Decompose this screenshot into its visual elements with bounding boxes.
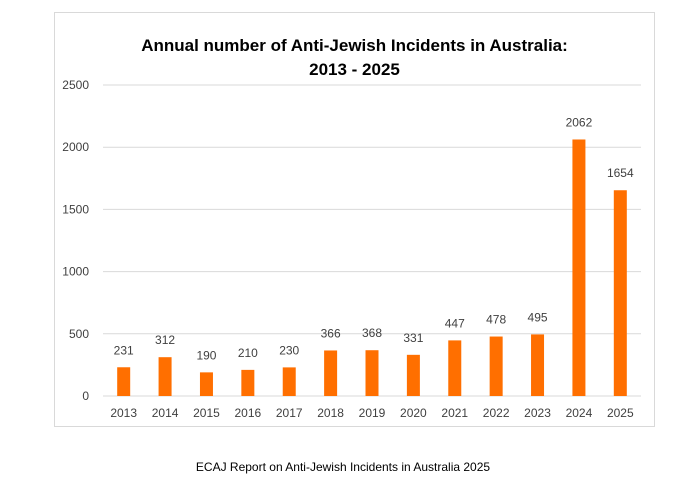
data-label: 331 bbox=[403, 331, 423, 345]
bar bbox=[613, 190, 627, 396]
x-tick-label: 2022 bbox=[483, 406, 510, 420]
x-tick-label: 2024 bbox=[566, 406, 593, 420]
data-label: 231 bbox=[114, 343, 134, 357]
chart-frame bbox=[54, 12, 655, 427]
y-tick-label: 0 bbox=[82, 389, 89, 403]
x-tick-label: 2020 bbox=[400, 406, 427, 420]
bar bbox=[324, 350, 338, 396]
data-label: 366 bbox=[321, 326, 341, 340]
x-tick-label: 2021 bbox=[441, 406, 468, 420]
bar bbox=[365, 350, 379, 396]
x-tick-label: 2019 bbox=[359, 406, 386, 420]
chart-title-line-1: Annual number of Anti-Jewish Incidents i… bbox=[141, 36, 568, 55]
y-tick-label: 2500 bbox=[62, 78, 89, 92]
x-tick-label: 2017 bbox=[276, 406, 303, 420]
bar bbox=[448, 340, 462, 396]
chart-title-line-2: 2013 - 2025 bbox=[309, 60, 400, 79]
bar bbox=[241, 369, 255, 396]
y-tick-label: 500 bbox=[69, 327, 89, 341]
bar bbox=[531, 334, 545, 396]
data-label: 312 bbox=[155, 333, 175, 347]
chart-title: Annual number of Anti-Jewish Incidents i… bbox=[54, 34, 655, 82]
bar bbox=[158, 357, 172, 396]
data-label: 1654 bbox=[607, 166, 634, 180]
x-tick-label: 2015 bbox=[193, 406, 220, 420]
bar bbox=[572, 139, 586, 397]
data-label: 368 bbox=[362, 326, 382, 340]
data-label: 447 bbox=[445, 316, 465, 330]
data-label: 2062 bbox=[566, 115, 593, 129]
bar bbox=[282, 367, 296, 396]
data-label: 210 bbox=[238, 346, 258, 360]
x-tick-label: 2018 bbox=[317, 406, 344, 420]
data-label: 190 bbox=[196, 348, 216, 362]
x-tick-label: 2016 bbox=[234, 406, 261, 420]
x-tick-label: 2023 bbox=[524, 406, 551, 420]
bar bbox=[489, 336, 503, 396]
x-tick-label: 2014 bbox=[152, 406, 179, 420]
x-tick-label: 2025 bbox=[607, 406, 634, 420]
data-label: 230 bbox=[279, 343, 299, 357]
y-tick-label: 1000 bbox=[62, 265, 89, 279]
data-label: 478 bbox=[486, 313, 506, 327]
bar bbox=[199, 372, 213, 396]
data-label: 495 bbox=[528, 310, 548, 324]
bar bbox=[406, 354, 420, 396]
report-caption: ECAJ Report on Anti-Jewish Incidents in … bbox=[195, 460, 491, 474]
x-tick-label: 2013 bbox=[110, 406, 137, 420]
bar bbox=[117, 367, 131, 396]
y-tick-label: 2000 bbox=[62, 140, 89, 154]
y-tick-label: 1500 bbox=[62, 202, 89, 216]
